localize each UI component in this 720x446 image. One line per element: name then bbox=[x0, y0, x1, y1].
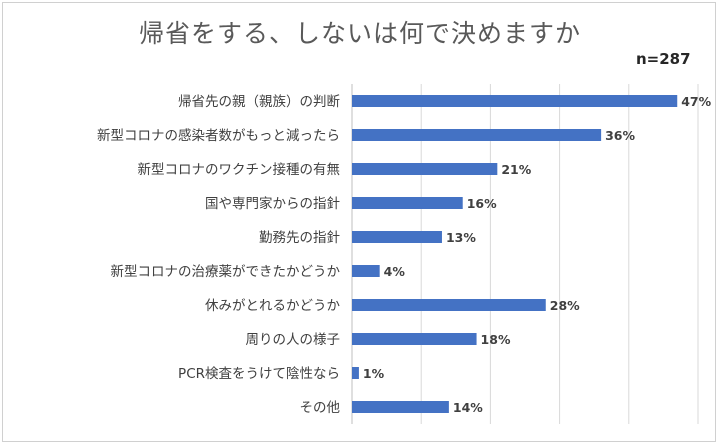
bar bbox=[352, 367, 359, 379]
data-label: 14% bbox=[453, 400, 483, 415]
data-label: 28% bbox=[550, 298, 580, 313]
data-label: 1% bbox=[363, 366, 385, 381]
data-label: 21% bbox=[501, 162, 531, 177]
bar bbox=[352, 197, 463, 209]
chart-title: 帰省をする、しないは何で決めますか bbox=[138, 19, 581, 48]
bar bbox=[352, 95, 678, 107]
bar bbox=[352, 129, 602, 141]
bar bbox=[352, 163, 498, 175]
category-label: 新型コロナのワクチン接種の有無 bbox=[138, 161, 341, 178]
category-label: 帰省先の親（親族）の判断 bbox=[178, 93, 340, 110]
category-label: 勤務先の指針 bbox=[259, 230, 340, 246]
data-label: 47% bbox=[681, 94, 711, 109]
data-label: 36% bbox=[605, 128, 635, 143]
bar bbox=[352, 333, 477, 345]
bar bbox=[352, 401, 449, 413]
bar bbox=[352, 231, 442, 243]
data-label: 16% bbox=[467, 196, 497, 211]
data-label: 18% bbox=[481, 332, 511, 347]
category-label: 国や専門家からの指針 bbox=[205, 195, 340, 212]
data-label: 4% bbox=[384, 264, 406, 279]
category-label: 新型コロナの感染者数がもっと減ったら bbox=[97, 127, 340, 144]
chart-frame bbox=[2, 2, 716, 442]
sample-size-label: n=287 bbox=[636, 50, 691, 68]
category-label: 新型コロナの治療薬ができたかどうか bbox=[111, 263, 341, 280]
bar bbox=[352, 265, 380, 277]
category-label: 周りの人の様子 bbox=[246, 332, 341, 348]
data-label: 13% bbox=[446, 230, 476, 245]
bar bbox=[352, 299, 546, 311]
category-label: PCR検査をうけて陰性なら bbox=[178, 366, 340, 382]
category-label: その他 bbox=[300, 400, 341, 416]
category-label: 休みがとれるかどうか bbox=[205, 298, 340, 314]
